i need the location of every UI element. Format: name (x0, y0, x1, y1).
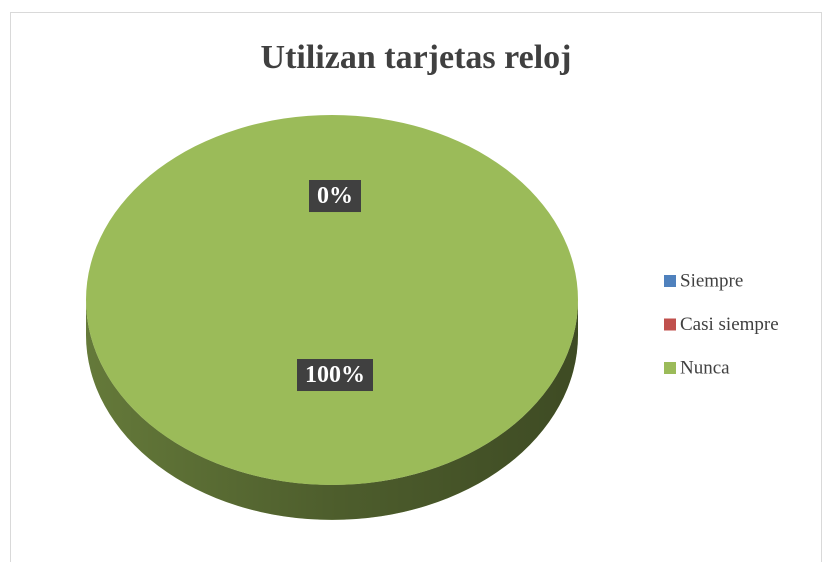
data-label: 100% (305, 362, 365, 388)
slice (86, 115, 578, 485)
legend-swatch (664, 275, 676, 287)
legend-label: Siempre (680, 270, 743, 291)
legend-swatch (664, 362, 676, 374)
data-label-box (297, 359, 373, 392)
slice-side-shade (86, 300, 578, 520)
legend-label: Nunca (680, 357, 730, 378)
legend-label: Casi siempre (680, 314, 779, 335)
chart-title: Utilizan tarjetas reloj (261, 39, 572, 76)
data-label: 0% (317, 183, 353, 209)
legend-swatch (664, 318, 676, 331)
data-label-box (309, 180, 361, 213)
